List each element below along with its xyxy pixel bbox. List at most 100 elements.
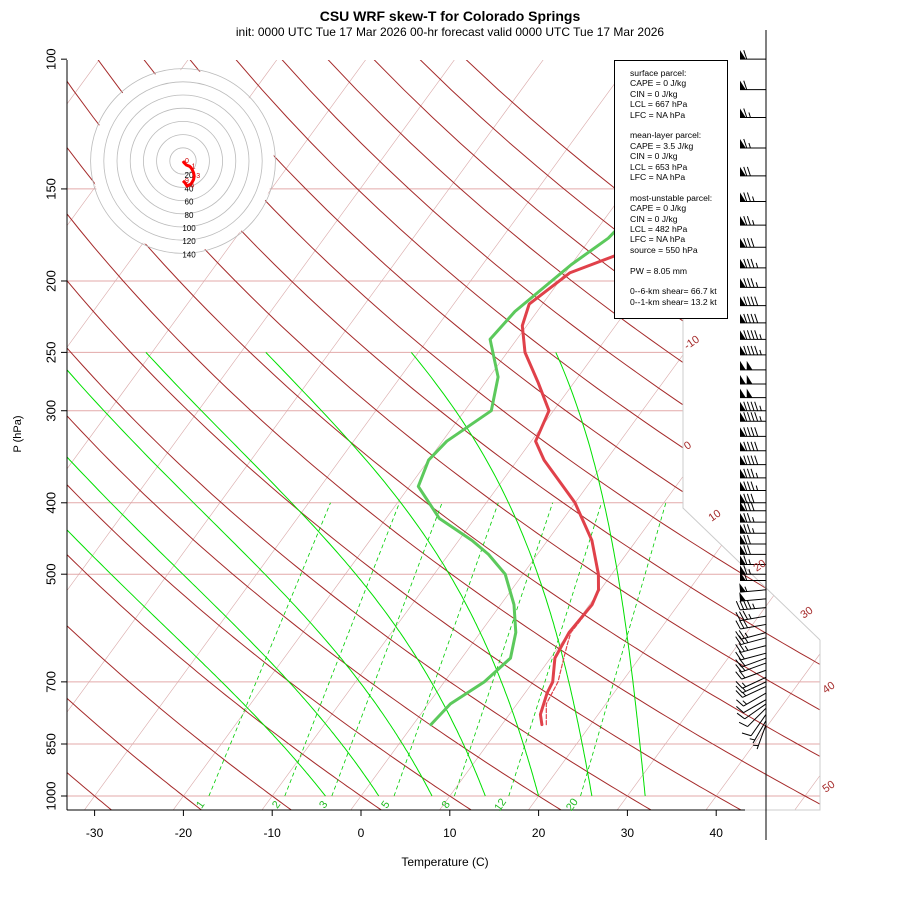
info-line (630, 120, 727, 130)
wind-barb (735, 681, 767, 694)
isotherm-line (67, 60, 556, 810)
wind-barb (740, 513, 766, 523)
isotherm-line (704, 60, 820, 810)
hodograph-ring (90, 68, 276, 254)
wind-barb (735, 669, 767, 680)
hodograph-ring (169, 147, 197, 175)
parcel-info-box: surface parcel: CAPE = 0 J/kg CIN = 0 J/kg… (614, 60, 728, 319)
info-line: 0--1-km shear= 13.2 kt (630, 296, 717, 307)
wind-barb (740, 388, 766, 399)
wind-barb (740, 80, 766, 91)
moist-adiabat-line (67, 352, 433, 797)
mixing-ratio-label: 3 (317, 799, 330, 811)
isotherm-line (67, 60, 379, 810)
moist-adiabat-line (145, 352, 486, 797)
isotherm-line (793, 60, 820, 810)
dry-adiabat-line (189, 60, 820, 810)
wind-barb (735, 599, 767, 611)
dry-adiabat-line (97, 60, 820, 810)
wind-barb (740, 238, 766, 248)
wind-barb (740, 468, 766, 479)
mixing-ratio-label: 12 (492, 796, 509, 813)
wind-barb (735, 650, 767, 661)
x-tick-label: 30 (621, 826, 635, 840)
wind-barb (739, 583, 767, 593)
dry-adiabat-line (281, 60, 820, 810)
y-tick-label: 200 (43, 270, 58, 292)
dry-adiabat-line (67, 60, 564, 810)
hodograph-height-label: 0 (185, 158, 189, 165)
mixing-ratio-label: 5 (379, 799, 392, 811)
mixing-ratio-line (208, 502, 331, 797)
x-tick-label: 40 (710, 826, 724, 840)
hodograph-ring (129, 107, 237, 215)
wind-barb (740, 427, 766, 437)
wind-barb (740, 401, 766, 412)
y-tick-label: 850 (43, 733, 58, 755)
isotherm-line (67, 60, 468, 810)
dry-adiabat-label: -10 (682, 333, 702, 352)
wind-barb (738, 707, 767, 728)
dry-adiabat-label: 20 (751, 557, 768, 574)
wind-barb (740, 524, 766, 534)
isotherm-line (615, 60, 820, 810)
info-line: CIN = 0 J/kg (630, 88, 678, 99)
wind-barb (740, 192, 766, 202)
y-tick-label: 250 (43, 342, 58, 364)
dry-adiabat-line (67, 60, 820, 810)
y-tick-label: 150 (43, 178, 58, 200)
wind-barb (735, 630, 767, 640)
dry-adiabat-label: 30 (798, 604, 815, 621)
info-line: LFC = NA hPa (630, 109, 686, 120)
hodograph-ring (103, 81, 263, 241)
wind-barb (753, 724, 767, 750)
wind-barb (741, 714, 767, 737)
chart-subtitle: init: 0000 UTC Tue 17 Mar 2026 00-hr for… (235, 25, 665, 39)
info-line: 0--6-km shear= 66.7 kt (630, 286, 717, 297)
dry-adiabat-label: 0 (682, 439, 694, 452)
mixing-ratio-label: 8 (440, 799, 453, 811)
x-tick-label: -30 (86, 826, 104, 840)
wind-barb (740, 565, 766, 575)
wind-barb (740, 278, 766, 288)
mixing-ratio-label: 20 (564, 796, 581, 813)
info-line: CIN = 0 J/kg (630, 151, 678, 162)
mixing-ratio-line (580, 502, 667, 797)
hodograph-ring-label: 140 (182, 250, 196, 259)
mixing-ratio-line (331, 502, 443, 797)
wind-barb (740, 375, 766, 385)
hodograph-ring-label: 80 (185, 211, 194, 220)
info-line (630, 255, 727, 265)
wind-barb (740, 360, 766, 371)
wind-barb (740, 455, 766, 466)
info-line: LCL = 653 hPa (630, 161, 688, 172)
info-line: CIN = 0 J/kg (630, 213, 678, 224)
hodograph-ring (156, 134, 210, 188)
moist-adiabat-line (67, 352, 326, 797)
mixing-ratio-label: 2 (270, 799, 283, 811)
wind-barb (736, 703, 767, 720)
dry-adiabat-label: 40 (820, 679, 837, 696)
isotherm-line (882, 43, 900, 812)
x-tick-label: 10 (443, 826, 457, 840)
info-line: surface parcel: (630, 68, 687, 78)
wind-barb (735, 610, 767, 622)
info-line: source = 550 hPa (630, 244, 698, 255)
hodograph-height-label: 6 (190, 182, 194, 189)
wind-barb (740, 138, 766, 149)
wind-barb (740, 50, 766, 60)
info-line: LCL = 482 hPa (630, 224, 688, 235)
wind-barb (740, 296, 766, 307)
wind-barb (740, 493, 766, 504)
mixing-ratio-line (393, 502, 499, 797)
wind-barb (740, 313, 766, 324)
wind-barb (739, 592, 767, 602)
wind-barb (740, 555, 766, 565)
wind-barb (735, 619, 767, 630)
dry-adiabat-line (67, 60, 204, 810)
x-axis-label: Temperature (C) (401, 855, 489, 869)
wind-barb (736, 699, 767, 714)
y-axis-label: P (hPa) (12, 415, 24, 453)
